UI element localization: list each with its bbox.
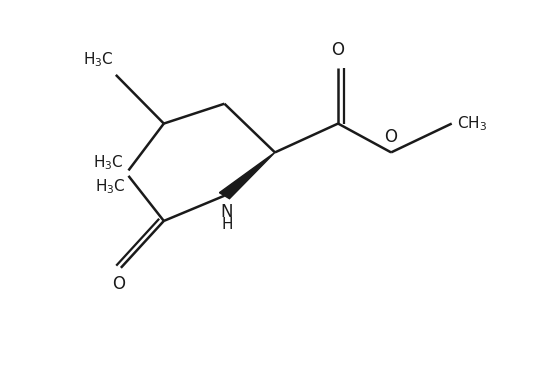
Text: H$_3$C: H$_3$C [93,154,124,172]
Text: CH$_3$: CH$_3$ [457,114,487,133]
Text: H$_3$C: H$_3$C [83,51,113,69]
Polygon shape [220,152,275,199]
Text: O: O [112,275,125,293]
Text: O: O [385,128,397,146]
Text: H: H [221,217,233,232]
Text: H$_3$C: H$_3$C [96,178,126,196]
Text: N: N [221,203,233,221]
Text: O: O [332,41,345,59]
